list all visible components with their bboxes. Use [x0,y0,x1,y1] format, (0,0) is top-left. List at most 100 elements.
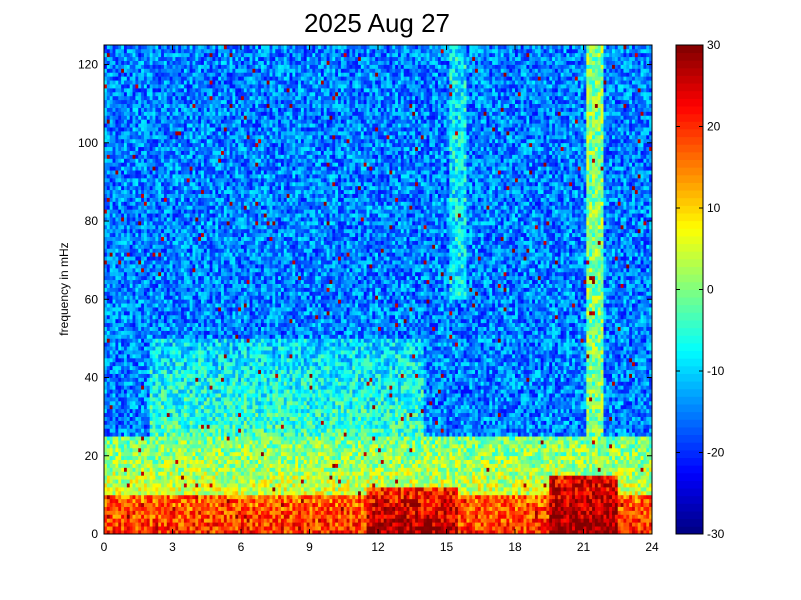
heatmap-cell [138,107,142,112]
heatmap-cell [178,502,182,507]
heatmap-cell [152,314,156,320]
heatmap-cell [118,428,122,433]
heatmap-cell [104,80,108,85]
heatmap-cell [206,494,210,500]
heatmap-cell [138,72,142,77]
heatmap-cell [178,228,182,234]
heatmap-cell [209,471,213,476]
heatmap-cell [155,228,159,234]
heatmap-cell [181,228,185,234]
heatmap-cell [215,240,219,245]
heatmap-cell [175,64,179,69]
heatmap-cell [195,338,199,343]
heatmap-cell [118,68,122,73]
heatmap-cell [106,471,111,476]
heatmap-cell [143,389,148,394]
heatmap-cell [118,498,122,504]
heatmap-cell [166,115,170,120]
heatmap-cell [138,400,142,406]
heatmap-cell [146,475,151,480]
heatmap-cell [146,314,151,320]
heatmap-cell [178,158,182,163]
heatmap-cell [201,146,205,151]
heatmap-cell [121,260,125,265]
heatmap-cell [166,400,170,406]
heatmap-cell [215,412,219,417]
heatmap-cell [146,494,151,500]
heatmap-cell [161,279,165,284]
heatmap-cell [138,275,142,281]
heatmap-cell [215,342,219,347]
heatmap-cell [172,240,176,245]
heatmap-cell [152,494,156,500]
heatmap-cell [178,150,182,155]
heatmap-cell [212,447,216,453]
heatmap-cell [109,279,113,284]
heatmap-cell [198,377,202,382]
heatmap-cell [198,428,202,433]
heatmap-cell [118,131,122,136]
heatmap-cell [141,506,145,511]
heatmap-cell [146,416,151,421]
heatmap-cell [195,361,199,367]
heatmap-cell [123,307,128,312]
heatmap-cell [203,342,208,347]
heatmap-cell [161,119,165,124]
heatmap-cell [172,95,176,101]
heatmap-cell [149,131,153,136]
heatmap-cell [172,326,176,331]
heatmap-cell [155,264,159,269]
heatmap-cell [109,264,113,269]
heatmap-cell [109,166,113,171]
heatmap-cell [106,45,111,50]
heatmap-cell [138,205,142,210]
heatmap-cell [195,209,199,214]
heatmap-cell [106,299,111,304]
heatmap-cell [183,451,188,457]
heatmap-cell [149,170,153,175]
heatmap-cell [138,436,142,441]
heatmap-cell [104,338,108,343]
heatmap-cell [178,330,182,335]
heatmap-cell [166,483,170,488]
heatmap-cell [109,322,113,328]
heatmap-cell [175,412,179,417]
heatmap-cell [138,142,142,148]
heatmap-cell [206,217,210,222]
heatmap-cell [118,72,122,77]
heatmap-cell [189,354,193,359]
heatmap-cell [152,111,156,116]
heatmap-cell [141,373,145,378]
heatmap-cell [195,475,199,480]
heatmap-cell [212,142,216,148]
heatmap-cell [121,142,125,148]
heatmap-cell [215,267,219,273]
heatmap-cell [121,428,125,433]
heatmap-cell [126,279,131,284]
heatmap-cell [126,166,131,171]
heatmap-cell [109,197,113,202]
heatmap-cell [215,400,219,406]
heatmap-cell [106,221,111,226]
heatmap-cell [215,447,219,453]
heatmap-cell [161,224,165,230]
heatmap-cell [201,373,205,378]
heatmap-cell [152,252,156,257]
heatmap-cell [138,416,142,421]
heatmap-cell [126,260,131,265]
heatmap-cell [149,455,153,461]
heatmap-cell [183,252,188,257]
heatmap-cell [186,400,190,406]
heatmap-cell [163,389,168,394]
heatmap-cell [109,178,113,183]
heatmap-cell [143,475,148,480]
heatmap-cell [158,217,162,222]
heatmap-cell [195,436,199,441]
heatmap-cell [183,467,188,472]
heatmap-cell [212,80,216,85]
heatmap-cell [183,459,188,464]
heatmap-cell [178,494,182,500]
heatmap-cell [146,354,151,359]
heatmap-cell [209,232,213,238]
heatmap-cell [212,256,216,261]
